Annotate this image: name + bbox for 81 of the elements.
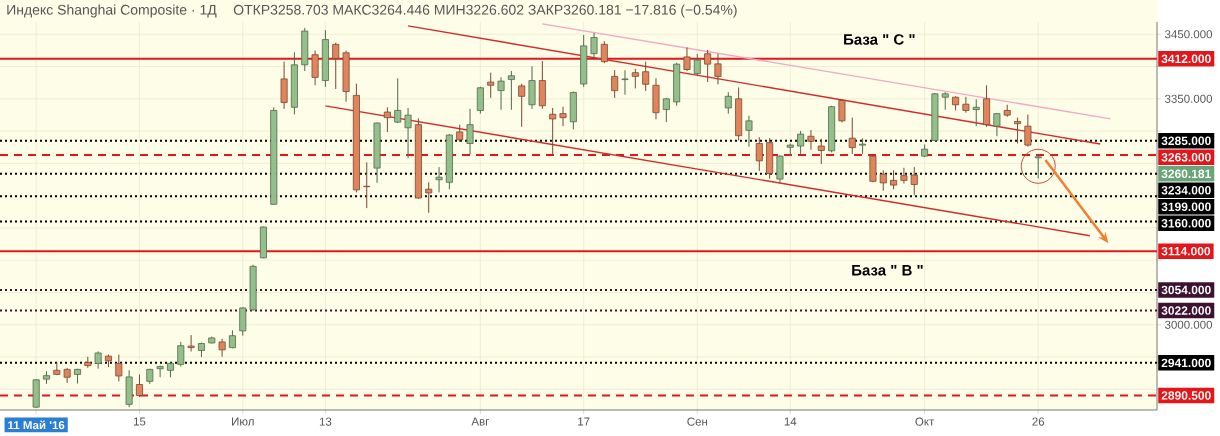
- candlestick: [962, 96, 970, 114]
- candlestick: [311, 50, 319, 86]
- candlestick: [724, 91, 732, 115]
- candlestick: [476, 86, 484, 115]
- ref-line-label: 3199.000: [1161, 202, 1211, 212]
- candlestick: [662, 97, 670, 123]
- candlestick: [435, 166, 443, 193]
- candlestick: [156, 365, 164, 378]
- ref-line-label: 3412.000: [1161, 54, 1211, 64]
- ref-line-label: 3114.000: [1161, 246, 1211, 256]
- candlestick: [497, 76, 505, 111]
- ref-line-label: 3054.000: [1161, 285, 1211, 295]
- candlestick: [518, 83, 526, 128]
- candlestick: [848, 117, 856, 155]
- x-tick-label: 13: [319, 417, 332, 426]
- x-tick-label: Сен: [687, 417, 708, 426]
- candlestick: [838, 98, 846, 123]
- candlestick: [218, 338, 226, 358]
- candlestick: [507, 70, 515, 111]
- candlestick: [683, 46, 691, 72]
- x-tick-label: 26: [1032, 417, 1045, 426]
- candlestick: [383, 106, 391, 133]
- candlestick: [879, 169, 887, 192]
- y-tick-label: 3000.000: [1164, 320, 1213, 329]
- x-tick-label: Июл: [232, 417, 254, 426]
- candlestick: [425, 181, 433, 214]
- ref-line-label: 2941.000: [1161, 358, 1211, 368]
- candlestick: [631, 68, 639, 89]
- ref-line-label: 3022.000: [1161, 306, 1211, 315]
- annotation: База " В ": [852, 265, 923, 276]
- chart-subtitle: ОТКР3258.703 МАКС3264.446 МИН3226.602 ЗАКР3260.181 −17.816 (−0.54%): [233, 4, 737, 18]
- ref-line-label: 3160.000: [1161, 219, 1211, 228]
- candlestick: [693, 53, 701, 77]
- candlestick: [1034, 153, 1042, 179]
- candlestick: [776, 154, 784, 184]
- candlestick: [714, 53, 722, 85]
- candlestick: [280, 61, 288, 110]
- candlestick: [404, 107, 412, 159]
- candlestick: [187, 334, 195, 352]
- candlestick: [621, 69, 629, 96]
- ref-line-label: 3234.000: [1161, 186, 1211, 195]
- candlestick: [972, 98, 980, 127]
- y-tick-label: 3350.000: [1164, 94, 1213, 103]
- candlestick: [890, 169, 898, 190]
- ref-line-label: 3263.000: [1161, 153, 1211, 162]
- candlestick: [1024, 114, 1032, 148]
- candlestick: [910, 166, 918, 196]
- candlestick: [600, 40, 608, 64]
- candlestick: [807, 129, 815, 151]
- candlestick: [135, 373, 143, 398]
- candlestick: [1014, 117, 1022, 144]
- x-tick-label: 15: [133, 417, 146, 426]
- candlestick: [394, 77, 402, 124]
- text: 3260.181: [1161, 169, 1211, 179]
- candlestick: [559, 106, 567, 127]
- chart-title: Индекс Shanghai Composite · 1Д: [7, 4, 217, 18]
- candlestick: [466, 108, 474, 156]
- candlestick: [755, 136, 763, 172]
- candlestick: [239, 306, 247, 337]
- y-tick-label: 3450.000: [1164, 30, 1213, 39]
- candlestick: [611, 69, 619, 99]
- candlestick: [115, 354, 123, 382]
- x-tick-label: 17: [578, 417, 590, 426]
- candlestick: [177, 341, 185, 368]
- candlestick: [332, 42, 340, 90]
- x-tick-label: Окт: [915, 417, 935, 426]
- candlestick: [704, 49, 712, 83]
- candlestick: [797, 130, 805, 155]
- candlestick: [549, 107, 557, 156]
- x-tick-label: Авг: [471, 417, 490, 426]
- x-tick-label: 11 Май '16: [8, 420, 65, 430]
- candlestick: [745, 115, 753, 148]
- ref-line-label: 3285.000: [1161, 136, 1211, 146]
- x-tick-label: 14: [784, 417, 797, 426]
- ref-line-label: 2890.500: [1161, 391, 1211, 400]
- candlestick: [590, 32, 598, 61]
- candlestick: [487, 72, 495, 99]
- candlestick: [900, 167, 908, 185]
- candlestick: [642, 61, 650, 92]
- annotation: База " С ": [844, 34, 915, 45]
- candlestick: [817, 138, 825, 165]
